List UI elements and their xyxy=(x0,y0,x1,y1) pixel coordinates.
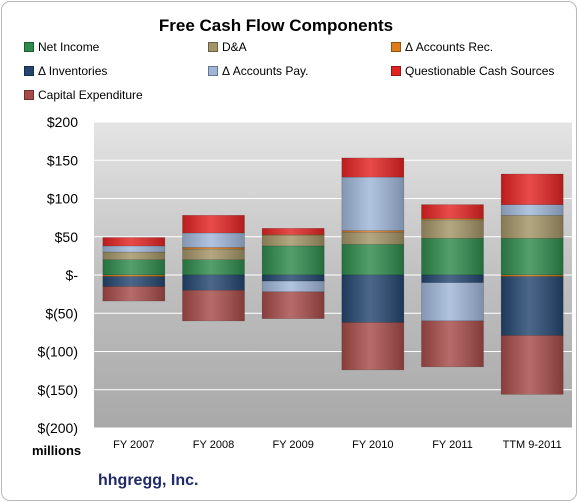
bar-segment-shade xyxy=(262,281,325,292)
bar-segment-shade xyxy=(341,232,404,245)
bar-segment-shade xyxy=(501,204,564,216)
x-tick-label: FY 2009 xyxy=(272,439,313,451)
bar-segment-shade xyxy=(421,275,484,283)
bar-segment-shade xyxy=(182,259,245,275)
x-axis: FY 2007 FY 2008 FY 2009 FY 2010 FY 2011 TTM 9… xyxy=(113,439,562,451)
bar-segment-shade xyxy=(421,238,484,275)
bar-segment-shade xyxy=(501,238,564,275)
legend-item-accounts-rec: Δ Accounts Rec. xyxy=(391,40,493,54)
bar-segment-shade xyxy=(501,174,564,205)
bar-segment-shade xyxy=(421,282,484,321)
bar-segment-shade xyxy=(421,218,484,220)
chart-title: Free Cash Flow Components xyxy=(158,16,394,35)
y-tick-label: $200 xyxy=(47,114,78,130)
bar-segment-shade xyxy=(262,235,325,246)
legend-label: D&A xyxy=(222,40,247,54)
legend-item-capex: Capital Expenditure xyxy=(24,88,143,102)
legend-label: Δ Accounts Pay. xyxy=(222,64,309,78)
company-label: hhgregg, Inc. xyxy=(98,472,199,489)
bar-segment-shade xyxy=(262,228,325,235)
y-tick-label: $(100) xyxy=(38,344,78,360)
x-tick-label: TTM 9-2011 xyxy=(503,439,562,451)
bar-segment-shade xyxy=(262,275,325,282)
bars xyxy=(102,157,564,395)
y-tick-label: $- xyxy=(66,267,79,283)
x-tick-label: FY 2008 xyxy=(193,439,234,451)
legend-swatch xyxy=(24,90,34,100)
bar-segment-shade xyxy=(341,322,404,370)
gridlines xyxy=(94,121,572,429)
legend-swatch xyxy=(208,42,218,52)
unit-label: millions xyxy=(32,443,82,458)
bar-segment-shade xyxy=(102,252,165,260)
y-tick-label: $(200) xyxy=(38,420,78,436)
bar-segment-shade xyxy=(182,275,245,291)
bar-segment-shade xyxy=(341,230,404,233)
legend-item-d-and-a: D&A xyxy=(208,40,247,54)
bar-segment-shade xyxy=(182,215,245,233)
legend-item-questionable-cash: Questionable Cash Sources xyxy=(391,64,554,78)
bar-segment-shade xyxy=(182,232,245,248)
legend-label: Capital Expenditure xyxy=(38,88,143,102)
y-tick-label: $(150) xyxy=(38,382,78,398)
bar-segment-shade xyxy=(262,291,325,319)
legend-swatch xyxy=(24,42,34,52)
legend-label: Questionable Cash Sources xyxy=(405,64,555,78)
legend-swatch xyxy=(24,66,34,76)
bar-segment-shade xyxy=(501,275,564,277)
bar-segment-shade xyxy=(102,245,165,253)
bar-segment-shade xyxy=(501,276,564,336)
legend-item-inventories: Δ Inventories xyxy=(24,64,107,78)
bar-segment-shade xyxy=(182,290,245,321)
x-tick-label: FY 2007 xyxy=(113,439,154,451)
bar-segment-shade xyxy=(102,237,165,246)
bar-segment-shade xyxy=(341,177,404,231)
legend-label: Δ Inventories xyxy=(38,64,108,78)
bar-segment-shade xyxy=(501,335,564,395)
bar-segment-shade xyxy=(501,215,564,239)
bar-segment-shade xyxy=(262,234,325,236)
legend-item-accounts-pay: Δ Accounts Pay. xyxy=(208,64,309,78)
legend-item-net-income: Net Income xyxy=(24,40,99,54)
bar-segment-shade xyxy=(341,244,404,275)
y-tick-label: $150 xyxy=(47,152,78,168)
bar-segment-shade xyxy=(182,247,245,249)
y-tick-label: $100 xyxy=(47,191,78,207)
legend-label: Δ Accounts Rec. xyxy=(405,40,494,54)
bar-segment-shade xyxy=(102,259,165,275)
bar-segment-shade xyxy=(341,157,404,178)
x-tick-label: FY 2010 xyxy=(352,439,393,451)
y-axis: $200 $150 $100 $50 $- $(50) $(100) $(150) $(200) xyxy=(38,114,79,436)
bar-segment-shade xyxy=(102,286,165,302)
legend-swatch xyxy=(208,66,218,76)
bar-segment-shade xyxy=(421,219,484,239)
legend-swatch xyxy=(391,66,401,76)
bar-segment-shade xyxy=(421,320,484,367)
bar-segment-shade xyxy=(262,245,325,275)
bar-segment-shade xyxy=(421,204,484,219)
y-tick-label: $(50) xyxy=(45,305,78,321)
bar-segment-shade xyxy=(102,275,165,277)
bar-segment-shade xyxy=(102,276,165,287)
legend-label: Net Income xyxy=(38,40,100,54)
bar-segment-shade xyxy=(182,248,245,260)
y-tick-label: $50 xyxy=(55,229,79,245)
legend-swatch xyxy=(391,42,401,52)
x-tick-label: FY 2011 xyxy=(432,439,473,451)
bar-segment-shade xyxy=(341,275,404,323)
